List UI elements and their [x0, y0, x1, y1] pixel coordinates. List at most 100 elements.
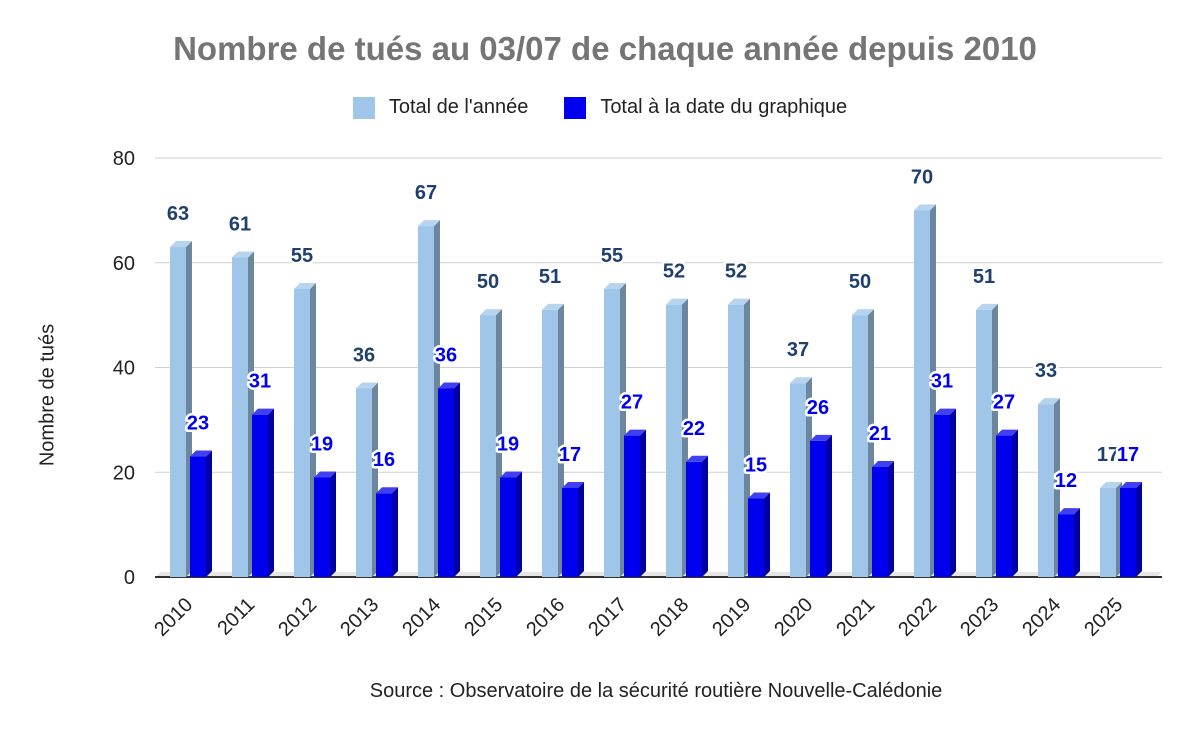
- bar-total-annee-front: [542, 309, 558, 577]
- bar-total-date: [1120, 481, 1142, 577]
- bar-total-annee-top: [976, 303, 998, 310]
- bar-total-date-side: [1136, 481, 1142, 577]
- bar-total-date-side: [392, 487, 398, 577]
- bar-total-date-side: [764, 492, 770, 577]
- bar-total-date-side: [1074, 508, 1080, 577]
- bar-total-date-top: [500, 471, 522, 478]
- y-tick-label: 40: [113, 358, 135, 380]
- bar-total-date-side: [826, 434, 832, 577]
- legend-label-total-date: Total à la date du graphique: [600, 96, 848, 118]
- legend: Total de l'année Total à la date du grap…: [0, 96, 1200, 119]
- data-label-total-date: 31: [931, 371, 953, 393]
- data-label-total-annee: 55: [601, 245, 623, 267]
- bar-total-annee-front: [170, 247, 186, 577]
- x-tick-label: 2013: [336, 594, 383, 641]
- legend-item-total-date[interactable]: Total à la date du graphique: [564, 96, 847, 119]
- legend-item-total-annee[interactable]: Total de l'année: [352, 96, 528, 119]
- data-label-total-annee: 70: [911, 166, 933, 188]
- data-label-total-annee: 36: [353, 344, 375, 366]
- bar-total-date-top: [872, 461, 894, 468]
- bar-total-date: [190, 450, 212, 577]
- bar-total-date: [934, 408, 956, 577]
- data-label-total-date: 19: [497, 433, 519, 455]
- y-tick-label: 60: [113, 253, 135, 275]
- bar-total-date-side: [888, 461, 894, 577]
- bar-total-annee-top: [418, 220, 440, 227]
- bar-total-date: [252, 408, 274, 577]
- bar-total-date-front: [562, 487, 578, 577]
- bar-total-date-side: [206, 450, 212, 577]
- bar-total-annee-front: [1100, 487, 1116, 577]
- bar-total-annee-front: [604, 288, 620, 577]
- bar-total-date-front: [1120, 487, 1136, 577]
- bar-total-annee-top: [1100, 481, 1122, 488]
- bar-total-date-front: [1058, 514, 1074, 577]
- bar-total-date-side: [578, 481, 584, 577]
- x-tick-label: 2016: [522, 594, 569, 641]
- bar-total-annee: [1100, 481, 1122, 577]
- bar-total-date-top: [562, 481, 584, 488]
- bar-total-date-top: [1120, 481, 1142, 488]
- bar-total-date: [810, 434, 832, 577]
- bar-total-date-top: [686, 455, 708, 462]
- bar-total-date-front: [438, 388, 454, 577]
- bar-total-annee-top: [294, 282, 316, 289]
- bar-total-annee-front: [294, 288, 310, 577]
- bar-total-annee-top: [666, 298, 688, 305]
- data-label-total-annee: 50: [849, 271, 871, 293]
- bar-total-annee-top: [914, 204, 936, 211]
- bar-total-annee: [356, 382, 378, 577]
- bar-total-annee-top: [790, 377, 812, 384]
- bar-total-date: [376, 487, 398, 577]
- data-label-total-annee: 17: [1097, 444, 1119, 466]
- bar-total-date-side: [516, 471, 522, 577]
- bar-total-date-front: [376, 493, 392, 577]
- bar-total-annee: [418, 220, 440, 577]
- bar-total-date-front: [190, 456, 206, 577]
- bar-total-date: [872, 461, 894, 577]
- bar-total-annee-front: [852, 315, 868, 577]
- bar-total-annee-top: [356, 382, 378, 389]
- bar-total-annee-front: [666, 304, 682, 577]
- bar-total-date-top: [624, 429, 646, 436]
- data-label-total-date: 12: [1055, 470, 1077, 492]
- y-tick-label: 80: [113, 148, 135, 170]
- bar-total-date-front: [748, 498, 764, 577]
- x-tick-label: 2025: [1080, 594, 1127, 641]
- data-label-total-annee: 52: [663, 261, 685, 283]
- bar-total-date: [996, 429, 1018, 577]
- y-tick-label: 20: [113, 462, 135, 484]
- data-label-total-date: 22: [683, 418, 705, 440]
- x-tick-label: 2021: [832, 594, 879, 641]
- data-label-total-annee: 63: [167, 203, 189, 225]
- bar-total-date-top: [252, 408, 274, 415]
- data-label-total-date: 19: [311, 433, 333, 455]
- bar-total-annee-front: [418, 226, 434, 577]
- y-tick-label: 0: [124, 567, 135, 589]
- bar-total-annee-top: [852, 309, 874, 316]
- data-label-total-date: 27: [621, 392, 643, 414]
- bar-total-annee-front: [728, 304, 744, 577]
- bar-total-date: [438, 382, 460, 577]
- x-tick-label: 2022: [894, 594, 941, 641]
- source-note: Source : Observatoire de la sécurité rou…: [369, 680, 943, 702]
- data-label-total-date: 17: [1117, 444, 1139, 466]
- bar-total-annee: [976, 303, 998, 577]
- chart-title: Nombre de tués au 03/07 de chaque année …: [173, 30, 1037, 67]
- bar-total-date-front: [872, 467, 888, 577]
- bar-total-date-front: [686, 461, 702, 577]
- bar-total-annee-front: [790, 383, 806, 577]
- legend-swatch-light-blue: [352, 96, 375, 119]
- bar-total-annee-top: [542, 303, 564, 310]
- bar-total-date: [562, 481, 584, 577]
- data-label-total-date: 16: [373, 449, 395, 471]
- bar-total-date-side: [268, 408, 274, 577]
- x-tick-label: 2019: [708, 594, 755, 641]
- x-tick-label: 2023: [956, 594, 1003, 641]
- data-label-total-annee: 33: [1035, 360, 1057, 382]
- bar-total-annee-top: [1038, 398, 1060, 405]
- data-label-total-date: 15: [745, 454, 767, 476]
- bar-total-date-top: [376, 487, 398, 494]
- bar-total-date-side: [702, 455, 708, 577]
